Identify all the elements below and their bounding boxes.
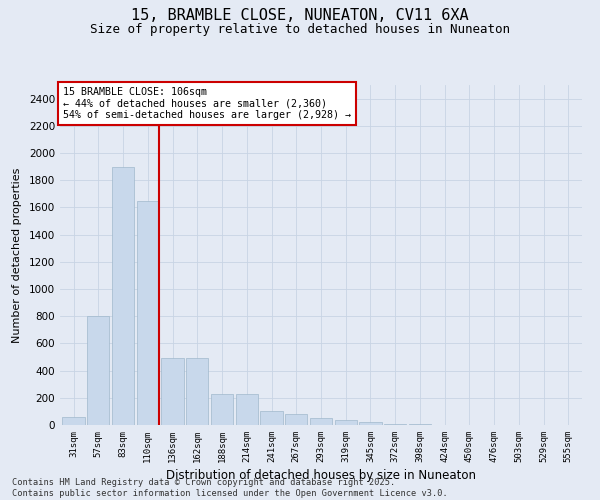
Text: 15, BRAMBLE CLOSE, NUNEATON, CV11 6XA: 15, BRAMBLE CLOSE, NUNEATON, CV11 6XA [131, 8, 469, 22]
Bar [285, 414, 307, 425]
Bar [310, 418, 332, 425]
Bar [62, 417, 85, 425]
Bar [236, 394, 258, 425]
Bar [335, 420, 357, 425]
Bar [87, 316, 109, 425]
Bar [137, 200, 159, 425]
Text: Contains HM Land Registry data © Crown copyright and database right 2025.
Contai: Contains HM Land Registry data © Crown c… [12, 478, 448, 498]
Bar [260, 412, 283, 425]
Y-axis label: Number of detached properties: Number of detached properties [12, 168, 22, 342]
Bar [384, 424, 406, 425]
Bar [186, 358, 208, 425]
Text: Size of property relative to detached houses in Nuneaton: Size of property relative to detached ho… [90, 22, 510, 36]
X-axis label: Distribution of detached houses by size in Nuneaton: Distribution of detached houses by size … [166, 469, 476, 482]
Bar [112, 166, 134, 425]
Text: 15 BRAMBLE CLOSE: 106sqm
← 44% of detached houses are smaller (2,360)
54% of sem: 15 BRAMBLE CLOSE: 106sqm ← 44% of detach… [62, 86, 350, 120]
Bar [211, 394, 233, 425]
Bar [359, 422, 382, 425]
Bar [161, 358, 184, 425]
Bar [409, 424, 431, 425]
